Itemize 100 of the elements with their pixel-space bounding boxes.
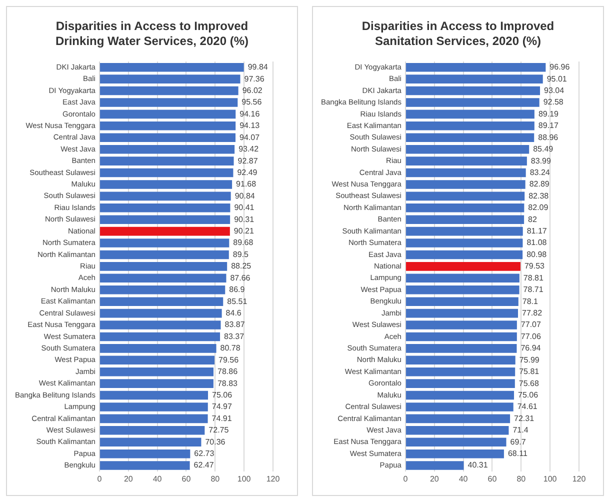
data-label: 96.96 — [550, 62, 570, 72]
bar — [406, 438, 506, 447]
data-label: 78.71 — [523, 285, 544, 294]
bar — [406, 156, 527, 166]
bar — [406, 356, 516, 365]
bar — [406, 238, 523, 248]
bar — [406, 98, 540, 107]
bar — [406, 192, 525, 201]
x-tick-label: 0 — [97, 474, 102, 484]
bar — [100, 379, 214, 388]
bar — [100, 156, 234, 166]
bar — [406, 122, 534, 130]
x-tick-label: 120 — [266, 474, 280, 484]
data-label: 85.49 — [533, 144, 554, 154]
x-tick-label: 80 — [210, 474, 220, 484]
x-tick-label: 20 — [430, 474, 440, 484]
x-tick-label: 80 — [516, 474, 526, 484]
data-label: 93.42 — [238, 144, 260, 154]
data-label: 82.89 — [529, 180, 550, 189]
data-label: 69.7 — [510, 437, 526, 446]
data-label: 92.58 — [543, 98, 564, 107]
data-label: 89.5 — [232, 250, 250, 259]
data-label: 82 — [528, 214, 538, 224]
data-label: 96.02 — [242, 86, 263, 95]
bar — [406, 226, 523, 236]
bar — [406, 320, 517, 330]
bar — [406, 367, 516, 376]
data-label: 70.36 — [205, 437, 226, 446]
bar — [100, 204, 230, 212]
data-label: 90.31 — [234, 214, 255, 224]
bar — [406, 414, 510, 424]
data-label: 85.51 — [227, 296, 248, 306]
data-label: 92.49 — [237, 168, 258, 177]
data-label: 95.56 — [242, 98, 262, 107]
data-label: 75.06 — [518, 390, 539, 400]
x-tick-label: 0 — [403, 474, 408, 484]
data-label: 78.1 — [522, 296, 539, 306]
data-label: 68.11 — [508, 449, 528, 458]
data-label: 74.97 — [212, 402, 232, 412]
bar — [406, 449, 504, 458]
data-label: 89.68 — [233, 238, 254, 248]
bar — [406, 250, 523, 260]
data-label: 62.73 — [194, 449, 215, 458]
data-label: 74.91 — [212, 414, 232, 423]
data-label: 95.01 — [546, 74, 568, 84]
data-label: 80.78 — [220, 344, 241, 353]
data-label: 62.47 — [194, 460, 214, 470]
bar — [406, 344, 517, 353]
data-label: 77.07 — [520, 320, 542, 330]
bar — [406, 402, 514, 412]
bar — [100, 274, 226, 283]
data-label: 79.53 — [524, 262, 546, 271]
data-label: 76.94 — [520, 344, 542, 353]
bar — [100, 461, 190, 470]
data-label: 75.68 — [518, 378, 540, 388]
data-label: 72.31 — [514, 414, 535, 423]
bar — [406, 62, 546, 72]
bar — [406, 379, 515, 388]
bar — [406, 262, 520, 271]
data-label: 40.31 — [468, 460, 488, 470]
chart-title: Disparities in Access to Improved Drinking Water Services, 2020 (%) — [54, 19, 250, 49]
data-label: 78.83 — [217, 378, 238, 388]
data-label: 81.08 — [526, 238, 548, 248]
x-tick-label: 100 — [237, 474, 252, 484]
data-label: 74.61 — [517, 402, 538, 412]
data-label: 84.6 — [226, 308, 242, 318]
bar — [406, 168, 526, 178]
bar — [100, 390, 208, 400]
bar — [406, 204, 524, 212]
bar — [100, 74, 240, 84]
data-label: 83.87 — [224, 320, 246, 330]
bar — [100, 344, 216, 353]
data-label: 82.09 — [528, 203, 549, 212]
bar — [406, 133, 534, 142]
data-label: 75.99 — [519, 355, 540, 364]
bar — [100, 297, 224, 306]
bar — [406, 215, 524, 224]
bar — [100, 438, 202, 447]
data-label: 72.75 — [208, 426, 230, 435]
bar — [406, 297, 518, 306]
data-label: 78.86 — [218, 367, 238, 376]
bar — [100, 426, 205, 435]
data-label: 83.37 — [224, 332, 245, 341]
bar — [100, 122, 236, 130]
x-tick-label: 120 — [572, 474, 586, 484]
bar — [100, 356, 215, 365]
bar — [406, 86, 540, 96]
bar — [406, 144, 530, 154]
bar — [406, 74, 543, 84]
data-label: 83.24 — [530, 168, 550, 177]
data-label: 71.4 — [512, 426, 529, 435]
data-label: 88.96 — [538, 132, 559, 142]
x-tick-label: 100 — [543, 474, 558, 484]
chart-title: Disparities in Access to Improved Sanitation Services, 2020 (%) — [360, 19, 556, 49]
data-label: 89.19 — [538, 109, 560, 118]
bar — [100, 133, 236, 142]
bar — [100, 192, 231, 201]
data-label: 97.36 — [244, 74, 265, 84]
data-label: 77.06 — [520, 332, 542, 341]
bar — [406, 461, 464, 470]
